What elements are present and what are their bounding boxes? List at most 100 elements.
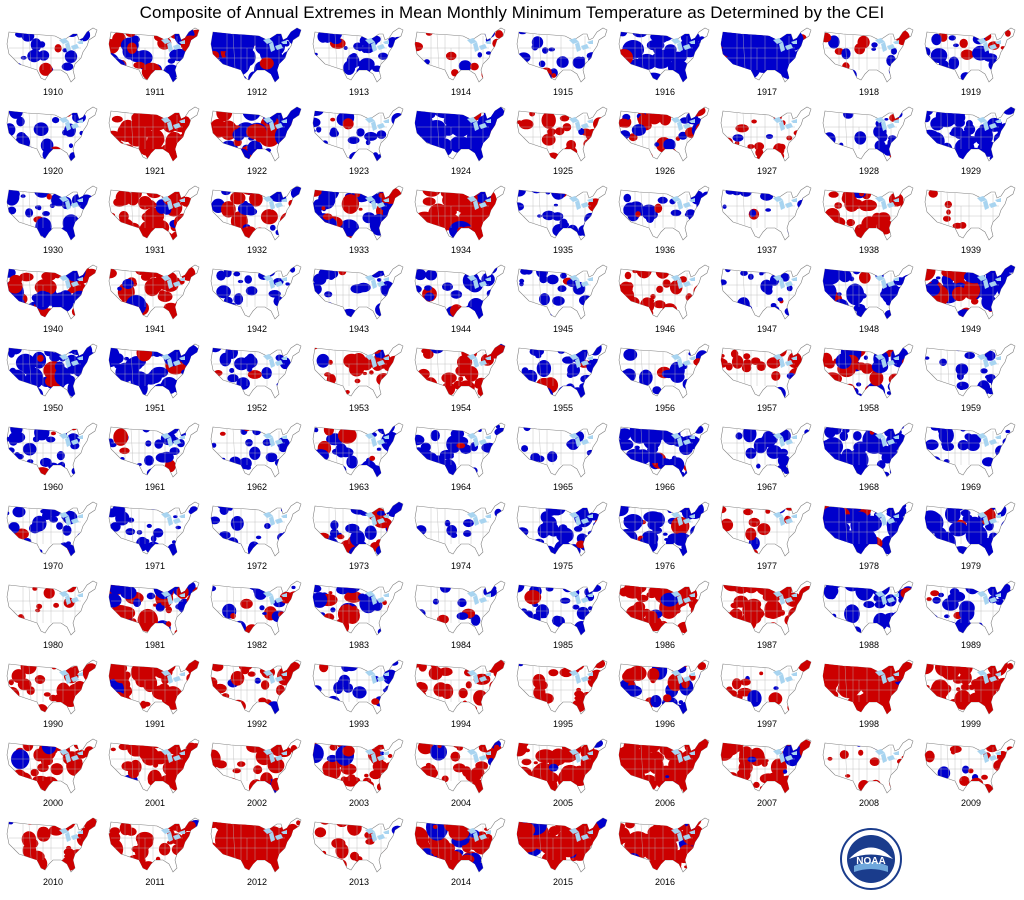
us-map <box>6 343 98 399</box>
great-lake <box>581 44 589 50</box>
extreme-patch <box>599 786 605 790</box>
extreme-patch <box>773 346 778 350</box>
extreme-patch <box>284 391 292 397</box>
year-label: 1914 <box>450 87 472 97</box>
extreme-patch <box>243 355 258 369</box>
extreme-patch <box>179 779 192 793</box>
great-lake <box>587 672 593 676</box>
extreme-patch <box>181 369 191 376</box>
extreme-patch <box>797 136 811 151</box>
extreme-patch <box>181 694 186 699</box>
extreme-patch <box>221 706 234 714</box>
extreme-patch <box>286 214 298 223</box>
great-lake <box>785 44 793 50</box>
state-border <box>742 112 746 148</box>
us-map <box>108 501 200 557</box>
extreme-patch <box>766 464 775 474</box>
extreme-patch <box>556 56 569 68</box>
extreme-patch <box>860 199 877 211</box>
extreme-patch <box>184 230 199 240</box>
extreme-patch <box>495 43 503 51</box>
extreme-patch <box>785 739 792 746</box>
extreme-patch <box>281 221 289 227</box>
map-cell-1932: 1932 <box>206 182 308 261</box>
extreme-patch <box>151 28 161 35</box>
year-label: 1948 <box>858 324 880 334</box>
extreme-patch <box>517 52 531 63</box>
extreme-patch <box>773 151 785 161</box>
state-border <box>946 744 950 780</box>
great-lake <box>161 670 171 676</box>
map-cell-1943: 1943 <box>308 261 410 340</box>
extreme-patch <box>987 581 1005 597</box>
extreme-patch <box>619 502 629 517</box>
year-label: 1937 <box>756 245 778 255</box>
extreme-patch <box>543 516 557 531</box>
extreme-patch <box>957 504 964 511</box>
extreme-patch <box>71 290 89 306</box>
extreme-patch <box>653 300 666 309</box>
extreme-patch <box>313 537 321 546</box>
extreme-patch <box>980 368 988 374</box>
great-lake <box>263 38 273 44</box>
extreme-patch <box>337 427 357 444</box>
year-label: 1989 <box>960 640 982 650</box>
extreme-patch <box>828 581 842 589</box>
extreme-patch <box>772 503 786 514</box>
extreme-patch <box>66 541 71 545</box>
great-lake <box>983 437 989 447</box>
extreme-patch <box>89 287 97 298</box>
year-label: 1954 <box>450 403 472 413</box>
extreme-patch <box>760 269 767 274</box>
extreme-patch <box>364 107 376 117</box>
year-label: 2000 <box>42 798 64 808</box>
extreme-patch <box>453 345 459 352</box>
great-lake <box>989 518 997 524</box>
great-lake <box>575 279 581 289</box>
extreme-patch <box>111 703 124 713</box>
extreme-patch <box>671 186 681 193</box>
extreme-patch <box>388 355 403 366</box>
extreme-patch <box>881 686 898 702</box>
extreme-patch <box>903 439 913 450</box>
extreme-patch <box>60 818 76 830</box>
great-lake <box>779 200 785 210</box>
extreme-patch <box>91 197 97 204</box>
extreme-patch <box>644 301 652 309</box>
map-cell-1935: 1935 <box>512 182 614 261</box>
extreme-patch <box>22 388 35 398</box>
great-lake <box>365 512 375 518</box>
year-label: 1968 <box>858 482 880 492</box>
extreme-patch <box>765 134 774 139</box>
year-label: 1911 <box>145 87 165 97</box>
extreme-patch <box>1002 381 1009 388</box>
extreme-patch <box>340 424 349 430</box>
extreme-patch <box>685 466 702 477</box>
extreme-patch <box>187 602 199 616</box>
map-cell-1988: 1988 <box>818 577 920 656</box>
extreme-patch <box>835 353 852 369</box>
extreme-patch <box>740 270 748 276</box>
extreme-patch <box>458 60 472 72</box>
extreme-patch <box>146 186 163 199</box>
extreme-patch <box>771 371 781 381</box>
extreme-patch <box>456 442 466 449</box>
extreme-patch <box>774 386 786 398</box>
extreme-patch <box>40 457 52 467</box>
extreme-patch <box>789 380 801 391</box>
extreme-patch <box>41 308 58 319</box>
year-label: 1983 <box>348 640 370 650</box>
extreme-patch <box>187 762 199 784</box>
great-lake <box>167 358 173 368</box>
extreme-patch <box>848 456 863 471</box>
great-lake <box>569 433 579 439</box>
extreme-patch <box>419 460 437 477</box>
map-cell-2005: 2005 <box>512 735 614 814</box>
extreme-patch <box>1006 518 1012 523</box>
extreme-patch <box>313 186 323 197</box>
state-border <box>334 270 338 306</box>
extreme-patch <box>255 535 262 540</box>
extreme-patch <box>629 625 639 633</box>
year-label: 2002 <box>246 798 268 808</box>
extreme-patch <box>631 202 636 206</box>
